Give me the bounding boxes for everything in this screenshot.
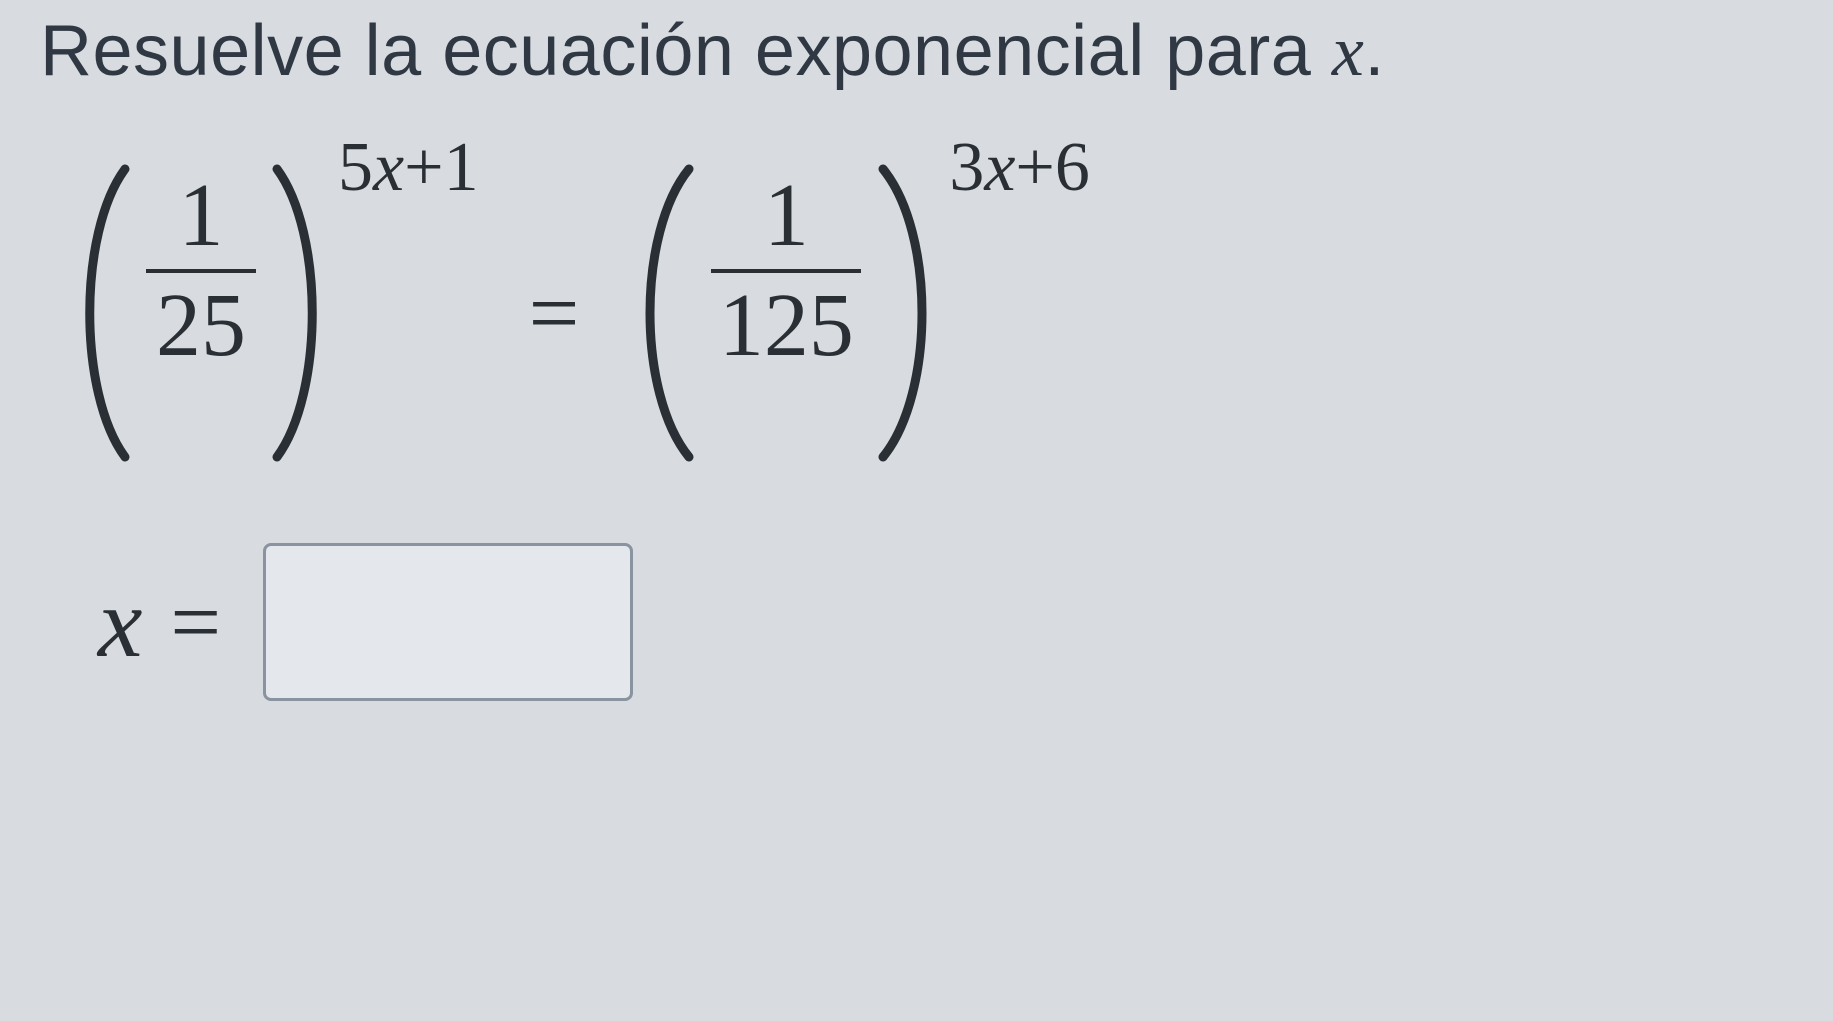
right-paren-icon [867,163,943,463]
problem-prompt: Resuelve la ecuación exponencial para x. [40,10,1815,93]
left-fraction: 1 25 [146,163,256,379]
answer-variable: x [98,565,142,680]
right-paren-icon [262,163,332,463]
right-exponent: 3x+6 [949,133,1090,203]
exp-coef: 3 [949,129,984,206]
left-denominator: 25 [156,273,246,379]
left-paren-icon [70,163,140,463]
answer-input[interactable] [263,543,633,701]
equation: 1 25 5x+1 = 1 1 [70,163,1815,463]
left-paren-icon [629,163,705,463]
equals-sign: = [529,262,580,365]
equation-left-term: 1 25 5x+1 [70,163,479,463]
equation-right-term: 1 125 3x+6 [629,163,1090,463]
exp-var: x [984,129,1015,206]
right-denominator: 125 [719,273,854,379]
prompt-variable: x [1332,11,1364,91]
left-numerator: 1 [179,163,224,269]
exp-const: 6 [1055,129,1090,206]
prompt-text-after: . [1364,11,1385,91]
exp-coef: 5 [338,129,373,206]
left-exponent: 5x+1 [338,133,479,203]
exp-op: + [404,129,443,206]
right-numerator: 1 [764,163,809,269]
prompt-text-before: Resuelve la ecuación exponencial para [40,11,1332,91]
exp-const: 1 [444,129,479,206]
exp-var: x [373,129,404,206]
exp-op: + [1015,129,1054,206]
right-fraction: 1 125 [711,163,861,379]
answer-equals: = [170,571,221,674]
answer-row: x = [98,543,1815,701]
page: Resuelve la ecuación exponencial para x.… [0,0,1833,741]
